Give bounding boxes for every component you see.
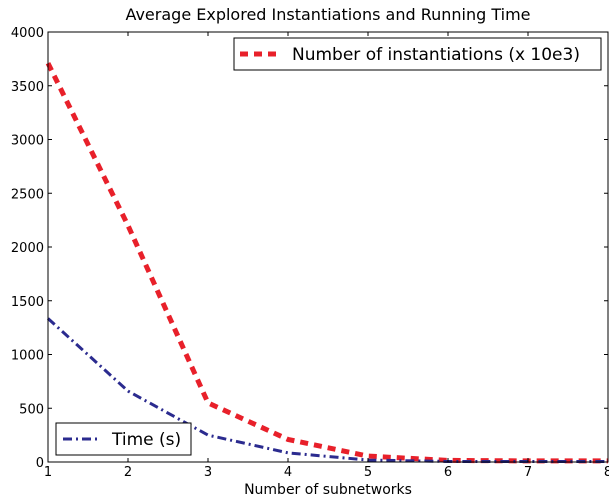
y-tick-label: 2500 (11, 187, 44, 202)
y-tick-label: 2000 (11, 241, 44, 256)
x-tick-label: 2 (124, 465, 132, 480)
legend-time: Time (s) (55, 422, 192, 456)
x-tick-label: 7 (524, 465, 532, 480)
y-tick-label: 1500 (11, 295, 44, 310)
x-tick-label: 4 (284, 465, 292, 480)
plot-frame (47, 31, 609, 463)
series-layer (45, 62, 608, 464)
y-tick-label: 3000 (11, 134, 44, 149)
x-tick-label: 8 (604, 465, 609, 480)
legend-instantiations: Number of instantiations (x 10e3) (233, 37, 602, 71)
x-tick-label: 6 (444, 465, 452, 480)
legend-box (233, 37, 602, 71)
axis-ticks (47, 31, 609, 463)
x-tick-label: 1 (44, 465, 52, 480)
series-line-time (46, 317, 608, 463)
y-tick-label: 0 (36, 456, 44, 471)
series-line-instantiations (45, 62, 608, 464)
y-tick-labels: 0 500 1000 1500 2000 2500 3000 3500 4000 (11, 26, 44, 471)
legend-label-time: Time (s) (111, 430, 181, 450)
x-tick-labels: 1 2 3 4 5 6 7 8 (44, 465, 609, 480)
chart-title: Average Explored Instantiations and Runn… (125, 5, 530, 24)
legend-label-instantiations: Number of instantiations (x 10e3) (292, 45, 580, 65)
x-axis-label: Number of subnetworks (244, 482, 412, 498)
legend-box (55, 422, 192, 456)
y-tick-label: 500 (19, 402, 44, 417)
y-tick-label: 3500 (11, 80, 44, 95)
y-tick-label: 4000 (11, 26, 44, 41)
y-tick-label: 1000 (11, 349, 44, 364)
x-tick-label: 3 (204, 465, 212, 480)
x-tick-label: 5 (364, 465, 372, 480)
